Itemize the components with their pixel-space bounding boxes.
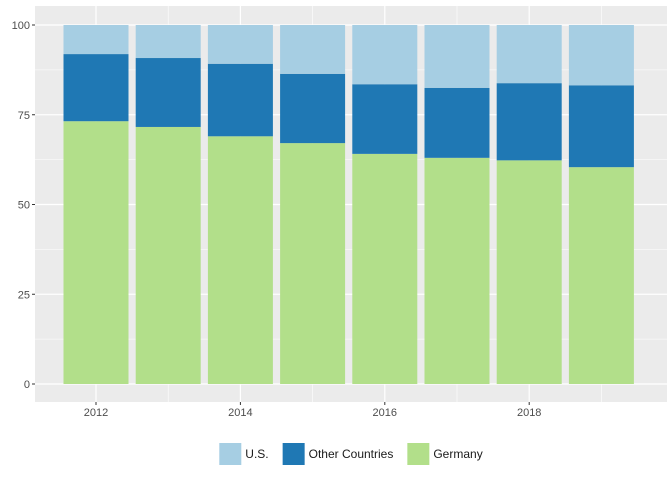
- y-tick-label: 50: [18, 200, 30, 212]
- bar-segment-other-countries-2015: [280, 73, 346, 144]
- bar-segment-germany-2016: [352, 153, 418, 384]
- bar-segment-germany-2015: [280, 143, 346, 384]
- x-tick-label: 2016: [373, 407, 397, 419]
- x-tick-label: 2014: [228, 407, 252, 419]
- x-tick-label: 2018: [517, 407, 541, 419]
- legend: U.S. Other Countries Germany: [219, 443, 483, 465]
- bar-segment-other-countries-2014: [207, 63, 273, 137]
- bar-segment-u-s-2012: [63, 25, 129, 55]
- y-tick-label: 0: [24, 379, 30, 391]
- y-tick-label: 100: [12, 20, 30, 32]
- y-axis: 0 25 50 75 100: [12, 20, 35, 391]
- bar-segment-germany-2019: [568, 167, 634, 384]
- y-tick-label: 25: [18, 289, 30, 301]
- bar-segment-other-countries-2019: [568, 85, 634, 168]
- x-tick-label: 2012: [84, 407, 108, 419]
- bar-segment-u-s-2015: [280, 25, 346, 74]
- legend-label: Other Countries: [309, 447, 394, 461]
- bar-segment-other-countries-2018: [496, 83, 562, 161]
- bar-segment-germany-2013: [135, 126, 201, 385]
- bar-segment-germany-2012: [63, 121, 129, 384]
- bar-segment-u-s-2017: [424, 25, 490, 88]
- bar-segment-u-s-2014: [207, 25, 273, 64]
- legend-key-u-s: [219, 443, 242, 465]
- x-axis: 2012 2014 2016 2018: [84, 402, 541, 419]
- bars: [63, 25, 634, 385]
- bar-segment-other-countries-2012: [63, 54, 129, 122]
- bar-segment-germany-2017: [424, 157, 490, 384]
- bar-segment-u-s-2018: [496, 25, 562, 84]
- bar-segment-other-countries-2017: [424, 87, 490, 158]
- bar-segment-germany-2014: [207, 136, 273, 384]
- bar-segment-germany-2018: [496, 160, 562, 384]
- bar-segment-u-s-2013: [135, 25, 201, 59]
- legend-key-other-countries: [282, 443, 305, 465]
- bar-segment-u-s-2019: [568, 25, 634, 86]
- bar-segment-u-s-2016: [352, 25, 418, 85]
- legend-label: U.S.: [245, 447, 268, 461]
- legend-label: Germany: [433, 447, 482, 461]
- legend-key-germany: [407, 443, 430, 465]
- bar-segment-other-countries-2013: [135, 58, 201, 127]
- y-tick-label: 75: [18, 110, 30, 122]
- bar-segment-other-countries-2016: [352, 84, 418, 154]
